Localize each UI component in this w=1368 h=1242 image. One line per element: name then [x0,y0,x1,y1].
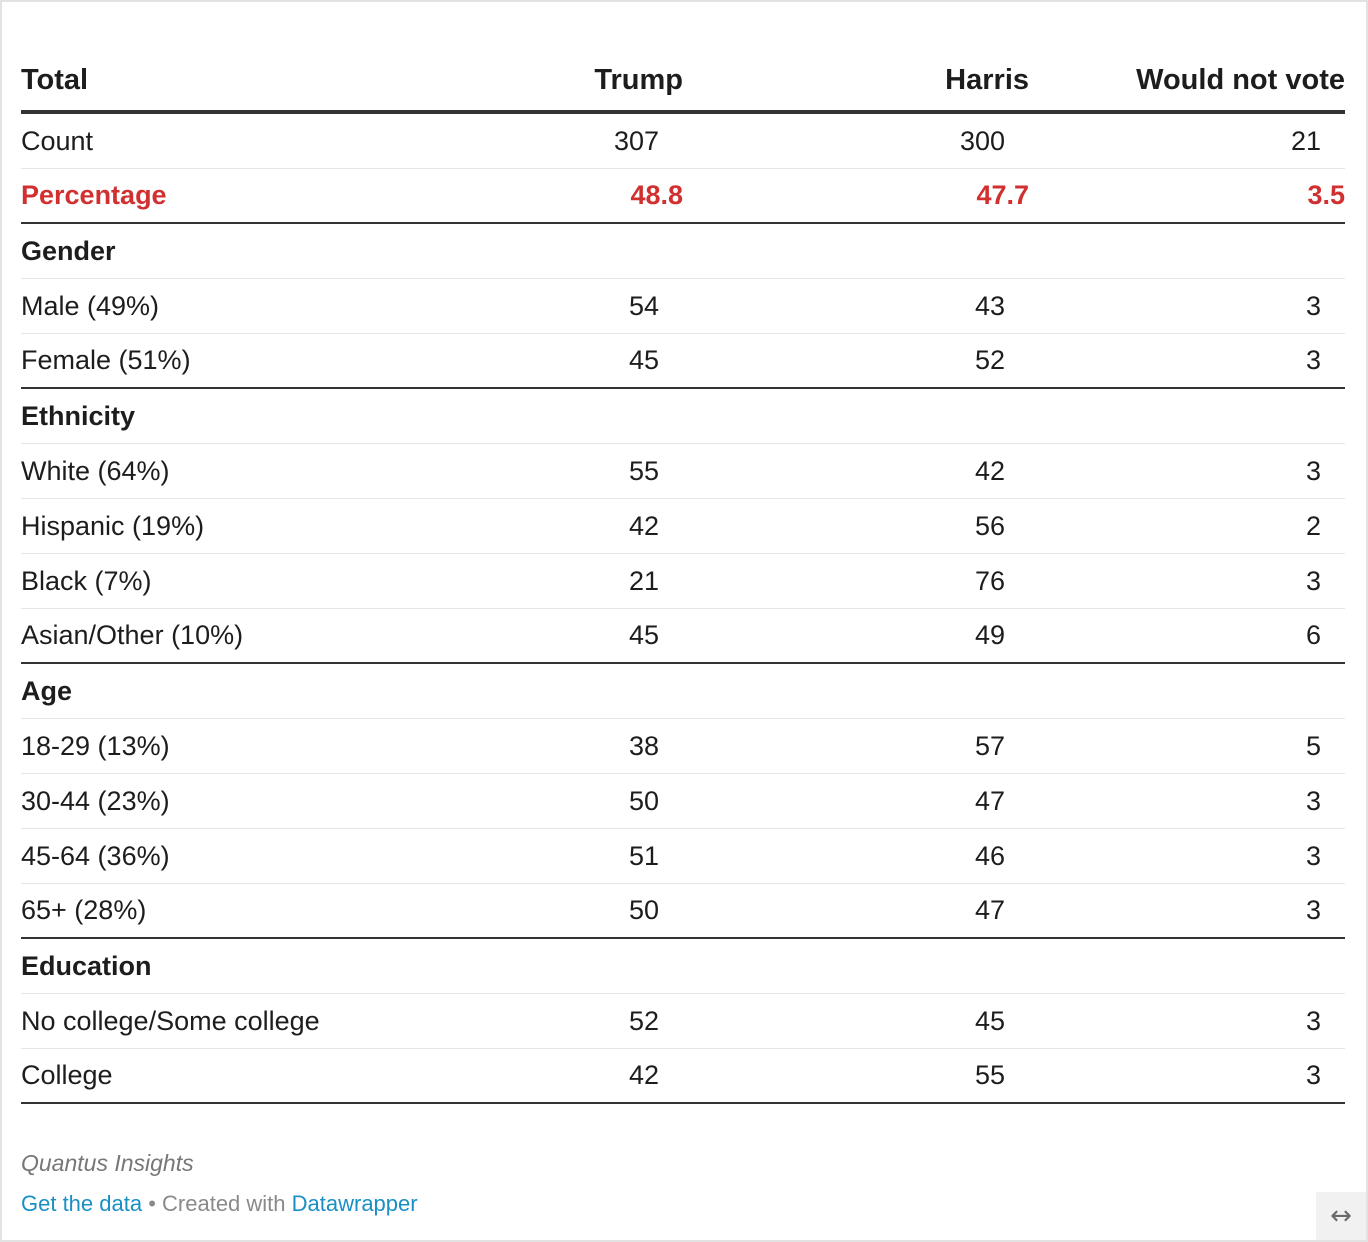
harris-value: 46 [974,840,1005,871]
table-row: 30-44 (23%) 50 47 3 [21,774,1345,829]
row-label: 45-64 (36%) [21,840,170,871]
row-label: College [21,1060,113,1090]
would-not-vote-value: 3.5 [1307,180,1345,210]
chart-footer: Quantus Insights Get the data • Created … [21,1150,418,1217]
trump-value: 50 [628,785,659,816]
table-row: No college/Some college 52 45 3 [21,994,1345,1049]
row-label: Asian/Other (10%) [21,620,244,650]
percentage-row: Percentage 48.8 47.7 3.5 [21,169,1345,224]
trump-value: 45 [628,620,659,650]
trump-value: 54 [628,290,659,321]
harris-value: 47.7 [976,180,1029,210]
trump-value: 48.8 [630,180,683,210]
table-row: Black (7%) 21 76 3 [21,554,1345,609]
would-not-vote-value: 3 [1305,785,1321,816]
trump-value: 42 [628,1060,659,1090]
table-row: College 42 55 3 [21,1049,1345,1104]
harris-value: 43 [974,290,1005,321]
resize-handle[interactable]: ↔ [1316,1192,1366,1240]
would-not-vote-value: 2 [1305,510,1321,541]
group-header-row: Age [21,664,1345,719]
harris-value: 42 [974,455,1005,486]
trump-value: 50 [628,895,659,925]
table-row: Hispanic (19%) 42 56 2 [21,499,1345,554]
source-note: Quantus Insights [21,1150,194,1176]
table-row: Female (51%) 45 52 3 [21,334,1345,389]
trump-value: 21 [628,565,659,596]
resize-arrows-icon: ↔ [1330,1201,1352,1231]
would-not-vote-value: 3 [1305,565,1321,596]
would-not-vote-value: 3 [1305,840,1321,871]
trump-value: 38 [628,730,659,761]
row-label: Percentage [21,180,167,210]
would-not-vote-value: 3 [1305,1005,1321,1036]
would-not-vote-value: 3 [1305,895,1321,925]
trump-value: 52 [628,1005,659,1036]
trump-value: 45 [628,345,659,375]
trump-value: 55 [628,455,659,486]
column-header-trump: Trump [594,63,683,96]
row-label: White (64%) [21,455,170,486]
group-header-row: Ethnicity [21,389,1345,444]
results-table: Total Trump Harris Would not vote Count 3… [21,50,1345,1104]
table-row: 65+ (28%) 50 47 3 [21,884,1345,939]
would-not-vote-value: 6 [1305,620,1321,650]
row-label: 65+ (28%) [21,895,147,925]
harris-value: 57 [974,730,1005,761]
trump-value: 51 [628,840,659,871]
harris-value: 76 [974,565,1005,596]
row-label: Female (51%) [21,345,191,375]
would-not-vote-value: 21 [1290,125,1321,156]
harris-value: 47 [974,785,1005,816]
count-row: Count 307 300 21 [21,114,1345,169]
trump-value: 307 [613,125,659,156]
row-label: Black (7%) [21,565,152,596]
harris-value: 45 [974,1005,1005,1036]
group-header-row: Education [21,939,1345,994]
row-label: Hispanic (19%) [21,510,205,541]
harris-value: 52 [974,345,1005,375]
table-row: White (64%) 55 42 3 [21,444,1345,499]
credits-line: Get the data • Created with Datawrapper [21,1191,418,1217]
column-header-total: Total [21,63,89,96]
column-header-would-not-vote: Would not vote [1136,63,1345,96]
column-header-harris: Harris [945,63,1029,96]
table-row: 45-64 (36%) 51 46 3 [21,829,1345,884]
harris-value: 56 [974,510,1005,541]
group-title: Ethnicity [21,400,136,431]
row-label: 30-44 (23%) [21,785,170,816]
would-not-vote-value: 3 [1305,290,1321,321]
table-row: Asian/Other (10%) 45 49 6 [21,609,1345,664]
credits-separator: • Created with [142,1191,292,1216]
would-not-vote-value: 3 [1305,455,1321,486]
row-label: No college/Some college [21,1005,320,1036]
harris-value: 49 [974,620,1005,650]
would-not-vote-value: 3 [1305,345,1321,375]
row-label: Count [21,125,94,156]
table-row: 18-29 (13%) 38 57 5 [21,719,1345,774]
group-title: Age [21,675,73,706]
harris-value: 55 [974,1060,1005,1090]
datawrapper-link[interactable]: Datawrapper [291,1191,418,1216]
would-not-vote-value: 3 [1305,1060,1321,1090]
table-header: Total Trump Harris Would not vote [21,50,1345,114]
harris-value: 47 [974,895,1005,925]
group-title: Gender [21,235,116,266]
group-title: Education [21,950,152,981]
group-header-row: Gender [21,224,1345,279]
trump-value: 42 [628,510,659,541]
row-label: Male (49%) [21,290,160,321]
harris-value: 300 [959,125,1005,156]
table-row: Male (49%) 54 43 3 [21,279,1345,334]
would-not-vote-value: 5 [1305,730,1321,761]
get-the-data-link[interactable]: Get the data [21,1191,143,1216]
row-label: 18-29 (13%) [21,730,170,761]
